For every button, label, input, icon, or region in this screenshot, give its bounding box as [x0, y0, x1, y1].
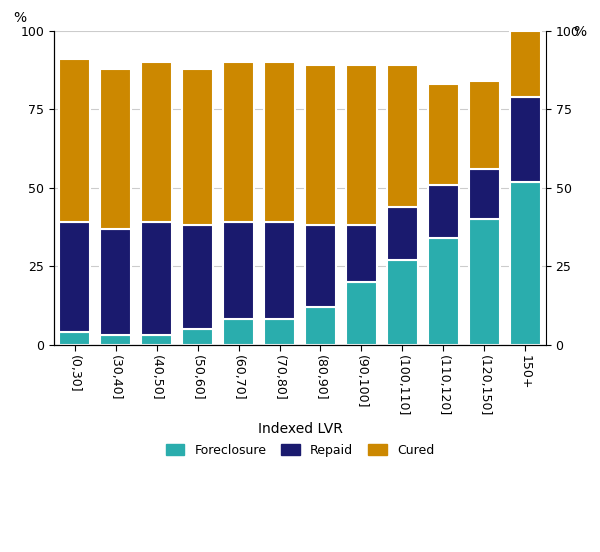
Bar: [305, 307, 336, 344]
Bar: [100, 229, 131, 335]
X-axis label: Indexed LVR: Indexed LVR: [257, 422, 343, 436]
Bar: [469, 81, 500, 169]
Bar: [223, 222, 254, 320]
Bar: [510, 97, 541, 182]
Bar: [387, 206, 418, 260]
Bar: [469, 169, 500, 219]
Bar: [346, 225, 377, 282]
Bar: [182, 68, 213, 225]
Bar: [264, 62, 295, 222]
Bar: [346, 66, 377, 225]
Bar: [182, 329, 213, 344]
Bar: [510, 31, 541, 97]
Bar: [387, 260, 418, 344]
Bar: [428, 84, 459, 185]
Bar: [264, 320, 295, 344]
Bar: [264, 222, 295, 320]
Bar: [59, 59, 90, 222]
Bar: [346, 282, 377, 344]
Bar: [182, 225, 213, 329]
Y-axis label: %: %: [574, 25, 587, 39]
Bar: [141, 62, 172, 222]
Bar: [510, 182, 541, 344]
Y-axis label: %: %: [13, 10, 26, 25]
Bar: [100, 335, 131, 344]
Bar: [141, 335, 172, 344]
Bar: [100, 68, 131, 229]
Legend: Foreclosure, Repaid, Cured: Foreclosure, Repaid, Cured: [161, 439, 439, 461]
Bar: [59, 332, 90, 344]
Bar: [223, 320, 254, 344]
Bar: [59, 222, 90, 332]
Bar: [223, 62, 254, 222]
Bar: [469, 219, 500, 344]
Bar: [428, 238, 459, 344]
Bar: [141, 222, 172, 335]
Bar: [428, 185, 459, 238]
Bar: [305, 66, 336, 225]
Bar: [387, 66, 418, 206]
Bar: [305, 225, 336, 307]
